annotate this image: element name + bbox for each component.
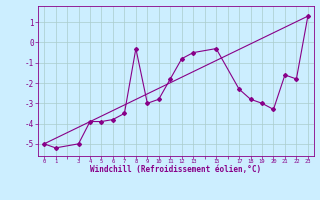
X-axis label: Windchill (Refroidissement éolien,°C): Windchill (Refroidissement éolien,°C): [91, 165, 261, 174]
